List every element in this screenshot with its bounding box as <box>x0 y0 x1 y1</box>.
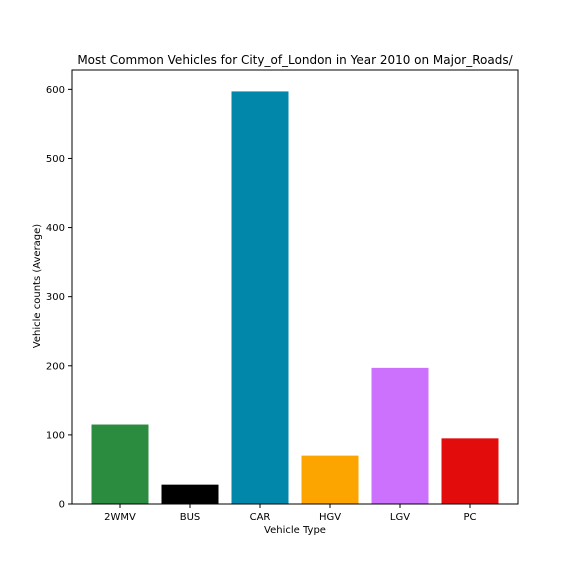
x-tick-label: LGV <box>390 512 410 523</box>
y-tick-label: 200 <box>46 361 65 372</box>
y-ticks: 0 100 200 300 400 500 600 <box>46 85 72 511</box>
bar-hgv <box>301 455 359 504</box>
y-tick-label: 600 <box>46 85 65 96</box>
x-tick-label: PC <box>463 512 476 523</box>
y-tick-label: 300 <box>46 292 65 303</box>
bar-car <box>231 91 289 504</box>
x-tick-label: CAR <box>250 512 271 523</box>
x-tick-label: HGV <box>319 512 341 523</box>
bar-2wmv <box>91 424 149 504</box>
y-tick-label: 100 <box>46 430 65 441</box>
x-tick-label: 2WMV <box>104 512 136 523</box>
bar-lgv <box>371 367 429 504</box>
bar-pc <box>441 438 499 504</box>
x-ticks: 2WMV BUS CAR HGV LGV PC <box>104 504 477 523</box>
bars-group <box>91 91 499 504</box>
bar-bus <box>161 484 219 504</box>
x-axis-label: Vehicle Type <box>264 525 326 536</box>
y-tick-label: 500 <box>46 154 65 165</box>
y-axis-label: Vehicle counts (Average) <box>32 224 43 349</box>
plot-frame <box>71 69 519 505</box>
y-tick-label: 0 <box>59 500 65 511</box>
chart-title: Most Common Vehicles for City_of_London … <box>77 53 513 67</box>
y-tick-label: 400 <box>46 223 65 234</box>
x-tick-label: BUS <box>180 512 201 523</box>
